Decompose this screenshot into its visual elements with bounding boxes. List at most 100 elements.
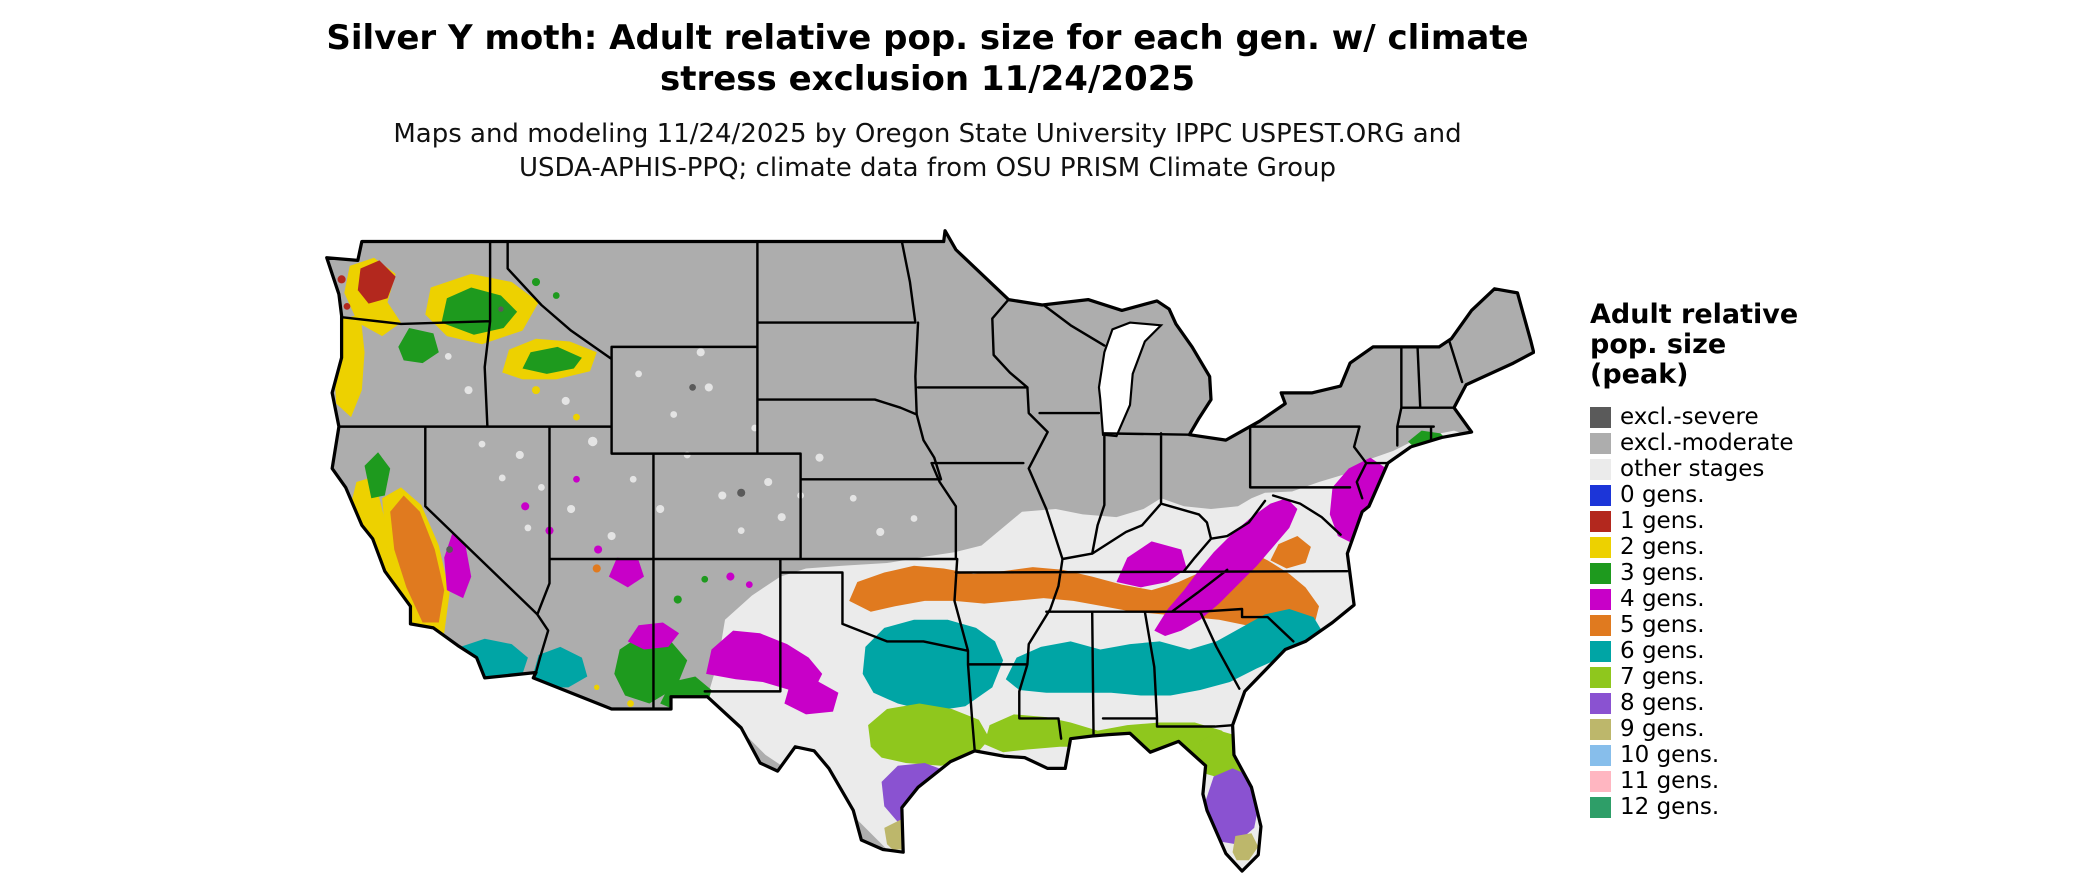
region-patch (357, 260, 396, 304)
region-speck (337, 275, 346, 284)
legend-title-line3: (peak) (1590, 359, 1689, 391)
regions-10-gens (897, 850, 904, 857)
region-speck (592, 564, 601, 573)
legend-label: 0 gens. (1620, 482, 1705, 509)
region-patch (1329, 457, 1387, 545)
legend-swatch (1590, 771, 1611, 793)
legend-label: 3 gens. (1620, 560, 1705, 587)
legend-swatch (1590, 797, 1611, 819)
legend-item: 2 gens. (1590, 535, 1910, 561)
regions-4-gens (444, 457, 1387, 715)
legend-item: 0 gens. (1590, 483, 1910, 509)
legend-swatch (1590, 667, 1611, 689)
legend-item: excl.-moderate (1590, 431, 1910, 457)
region-speck (573, 413, 580, 421)
regions-3-gens (364, 277, 1449, 712)
state-borders (334, 240, 1464, 753)
legend-swatch (1590, 719, 1611, 741)
legend-swatch (1590, 511, 1611, 533)
legend-label: 11 gens. (1620, 768, 1720, 795)
region-speck (673, 595, 682, 604)
legend-title-line1: Adult relative (1590, 299, 1799, 330)
map-title-line1: Silver Y moth: Adult relative pop. size … (326, 18, 1529, 58)
legend-items: excl.-severe excl.-moderate other stages… (1590, 405, 1910, 821)
legend-swatch (1590, 459, 1611, 481)
header: Silver Y moth: Adult relative pop. size … (320, 18, 1535, 186)
legend-item: 11 gens. (1590, 769, 1910, 795)
region-patch (533, 646, 588, 688)
legend-swatch (1590, 563, 1611, 585)
region-patch (522, 346, 582, 374)
legend-label: 2 gens. (1620, 534, 1705, 561)
legend-item: 4 gens. (1590, 587, 1910, 613)
region-speck (701, 575, 709, 583)
region-band (1154, 498, 1298, 637)
legend-swatch (1590, 407, 1611, 429)
region-speck (343, 302, 351, 310)
map-title-line2: stress exclusion 11/24/2025 (659, 59, 1196, 100)
regions-1-gen (337, 260, 396, 310)
legend-swatch (1590, 615, 1611, 637)
legend-swatch (1590, 745, 1611, 767)
map-subtitle-line2: USDA-APHIS-PPQ; climate data from OSU PR… (519, 153, 1336, 184)
map-raster-layers (326, 230, 1534, 872)
legend-item: excl.-severe (1590, 405, 1910, 431)
region-band (868, 703, 990, 766)
legend-label: excl.-moderate (1620, 430, 1794, 457)
legend-title: Adult relative pop. size (peak) (1590, 299, 1910, 391)
region-band (706, 630, 823, 691)
legend: Adult relative pop. size (peak) excl.-se… (1590, 299, 1910, 821)
region-patch (398, 327, 439, 364)
legend-swatch (1590, 485, 1611, 507)
region-speck (573, 475, 580, 483)
legend-label: 10 gens. (1620, 742, 1720, 769)
legend-label: 6 gens. (1620, 638, 1705, 665)
region-patch (1270, 536, 1311, 569)
legend-item: 7 gens. (1590, 665, 1910, 691)
map-subtitle-line1: Maps and modeling 11/24/2025 by Oregon S… (393, 118, 1462, 149)
legend-label: 5 gens. (1620, 612, 1705, 639)
legend-label: 4 gens. (1620, 586, 1705, 613)
us-map-svg (325, 229, 1535, 873)
region-patch (364, 452, 391, 499)
region-patch (608, 557, 644, 588)
region-patch (1116, 541, 1187, 588)
region-speck (531, 386, 541, 395)
legend-label: 1 gens. (1620, 508, 1705, 535)
us-outline (325, 229, 1535, 873)
region-patch (784, 679, 839, 715)
legend-item: 1 gens. (1590, 509, 1910, 535)
legend-label: 9 gens. (1620, 716, 1705, 743)
legend-label: excl.-severe (1620, 404, 1759, 431)
legend-label: 8 gens. (1620, 690, 1705, 717)
regions-9-gens (884, 819, 1259, 861)
legend-swatch (1590, 641, 1611, 663)
region-band (1005, 608, 1322, 696)
region-patch (614, 633, 688, 704)
region-speck (594, 684, 600, 691)
legend-item: 8 gens. (1590, 691, 1910, 717)
regions-8-gens (881, 763, 1260, 845)
region-speck (594, 545, 603, 554)
legend-item: 5 gens. (1590, 613, 1910, 639)
legend-item: 10 gens. (1590, 743, 1910, 769)
region-patch (1232, 833, 1259, 861)
region-speck (627, 700, 634, 707)
region-speck (745, 581, 753, 589)
region-patch (1205, 768, 1260, 845)
region-speck (521, 502, 530, 511)
legend-swatch (1590, 693, 1611, 715)
map-subtitle: Maps and modeling 11/24/2025 by Oregon S… (320, 117, 1535, 186)
legend-label: other stages (1620, 456, 1765, 483)
us-generations-map (320, 228, 1535, 890)
legend-item: 12 gens. (1590, 795, 1910, 821)
regions-6-gens (455, 608, 1322, 712)
legend-swatch (1590, 537, 1611, 559)
region-speck (531, 277, 541, 287)
legend-item: 9 gens. (1590, 717, 1910, 743)
legend-swatch (1590, 589, 1611, 611)
speckles-excl-severe (446, 306, 746, 553)
map-title: Silver Y moth: Adult relative pop. size … (320, 18, 1535, 101)
legend-swatch (1590, 433, 1611, 455)
legend-label: 12 gens. (1620, 794, 1720, 821)
